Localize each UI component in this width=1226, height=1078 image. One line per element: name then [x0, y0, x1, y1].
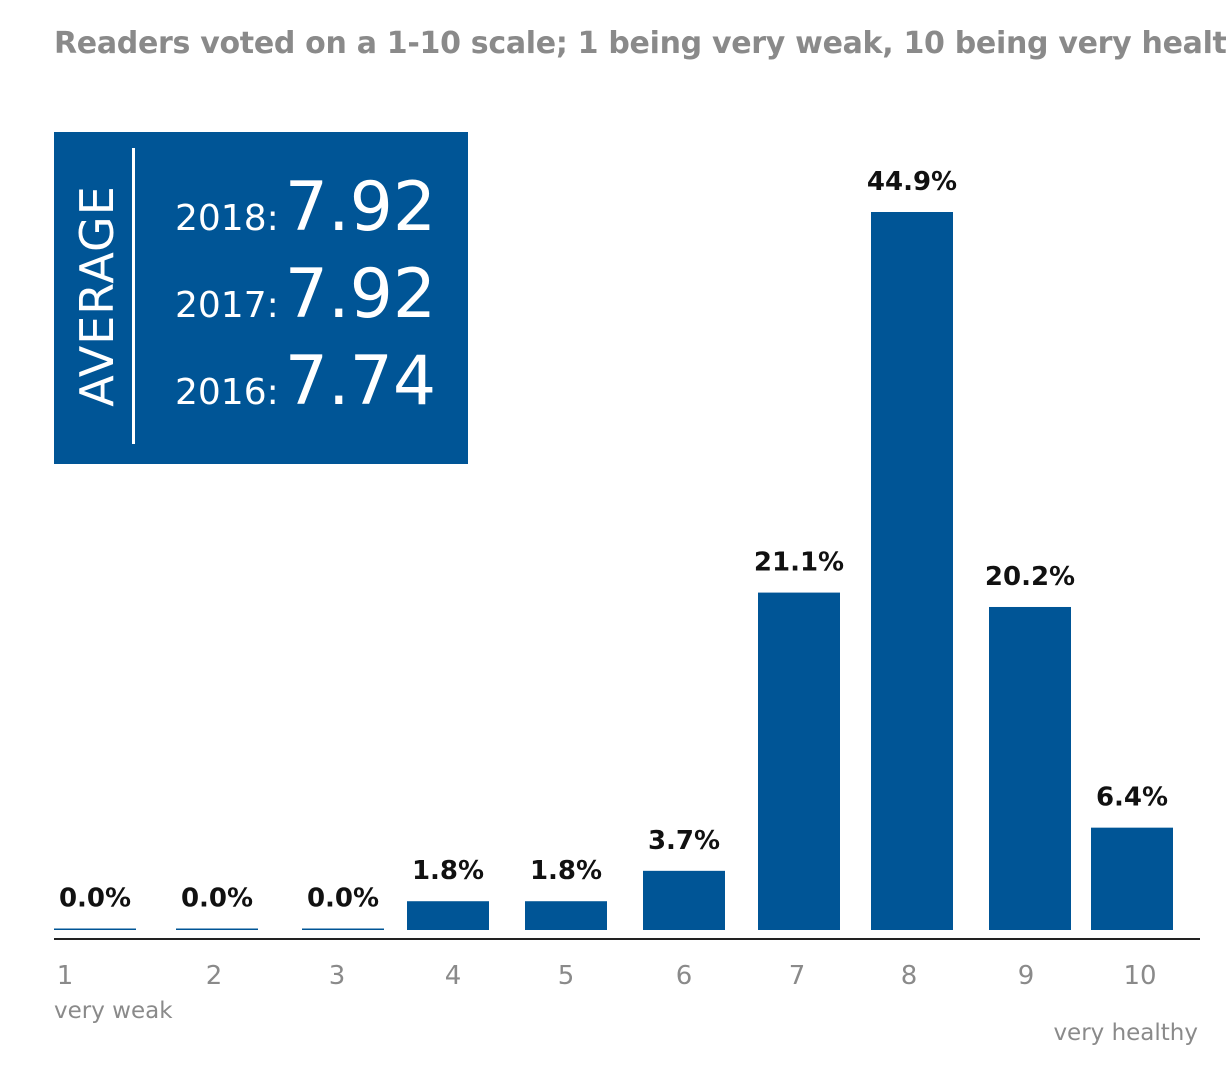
- data-label-10: 6.4%: [1096, 783, 1168, 813]
- average-year: 2017:: [175, 285, 279, 326]
- x-tick-label-7: 7: [789, 961, 806, 991]
- x-tick-label-4: 4: [445, 961, 462, 991]
- data-label-8: 44.9%: [867, 167, 957, 197]
- x-tick-label-1: 1: [57, 961, 74, 991]
- bar-9: [989, 606, 1071, 930]
- x-tick-label-9: 9: [1018, 961, 1035, 991]
- chart-subtitle: Readers voted on a 1-10 scale; 1 being v…: [54, 26, 1226, 61]
- data-label-3: 0.0%: [307, 884, 379, 914]
- high-end-label: very healthy: [1053, 1020, 1198, 1046]
- bar-5: [525, 901, 607, 930]
- low-end-label: very weak: [54, 998, 173, 1024]
- x-tick-label-10: 10: [1123, 961, 1156, 991]
- average-divider: [132, 148, 135, 444]
- average-row-2017: 2017:7.92: [175, 255, 436, 335]
- average-year: 2016:: [175, 372, 279, 413]
- x-tick-label-8: 8: [901, 961, 918, 991]
- x-tick-label-3: 3: [329, 961, 346, 991]
- data-label-7: 21.1%: [754, 548, 844, 578]
- data-label-4: 1.8%: [412, 856, 484, 886]
- average-box: [54, 132, 468, 464]
- bar-6: [643, 870, 725, 930]
- data-label-5: 1.8%: [530, 856, 602, 886]
- average-value: 7.92: [284, 168, 437, 247]
- bar-3: [302, 928, 384, 930]
- average-value: 7.92: [284, 255, 437, 334]
- data-label-9: 20.2%: [985, 562, 1075, 592]
- x-tick-label-5: 5: [558, 961, 575, 991]
- data-label-2: 0.0%: [181, 884, 253, 914]
- bar-8: [871, 212, 953, 930]
- bar-1: [54, 928, 136, 930]
- bar-2: [176, 928, 258, 930]
- average-row-2018: 2018:7.92: [175, 168, 436, 248]
- bar-4: [407, 901, 489, 930]
- bar-10: [1091, 827, 1173, 930]
- data-label-6: 3.7%: [648, 826, 720, 856]
- average-row-2016: 2016:7.74: [175, 342, 436, 422]
- average-year: 2018:: [175, 198, 279, 239]
- x-tick-label-2: 2: [206, 961, 223, 991]
- average-value: 7.74: [284, 342, 437, 421]
- bar-7: [758, 592, 840, 930]
- x-tick-label-6: 6: [676, 961, 693, 991]
- data-label-1: 0.0%: [59, 884, 131, 914]
